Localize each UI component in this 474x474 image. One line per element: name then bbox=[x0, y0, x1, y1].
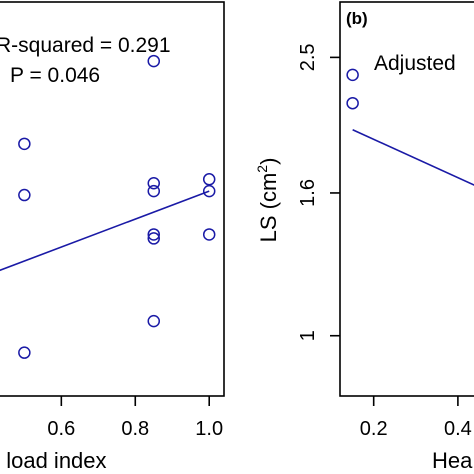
right-data-point bbox=[346, 68, 359, 82]
right-panel-label: (b) bbox=[346, 9, 368, 28]
left-annotation-p-value: P = 0.046 bbox=[10, 64, 100, 87]
svg-text:LS (cm2): LS (cm2) bbox=[254, 158, 281, 243]
left-x-axis-label: t load index bbox=[0, 448, 107, 473]
left-data-point bbox=[147, 232, 161, 245]
left-panel: 0.6 0.8 1.0 R-squared = 0.291 P = 0.046 t … bbox=[0, 1, 225, 473]
left-x-tick-label: 0.6 bbox=[47, 418, 75, 440]
right-y-axis-label-superscript: 2 bbox=[254, 165, 270, 173]
left-data-point bbox=[147, 54, 161, 68]
right-panel: 0.2 0.4 1 1.6 2.5 (b) Adjusted Hea LS (cm2) bbox=[254, 1, 474, 473]
left-data-point bbox=[147, 176, 161, 190]
right-x-tick-label: 0.2 bbox=[360, 418, 388, 440]
right-regression-line bbox=[352, 129, 474, 186]
right-y-axis-label-suffix: ) bbox=[256, 158, 281, 165]
left-data-point bbox=[202, 184, 216, 198]
right-x-axis-label: Hea bbox=[432, 448, 473, 473]
right-x-tick-label: 0.4 bbox=[444, 418, 472, 440]
left-regression-line bbox=[0, 190, 210, 272]
right-plot-frame bbox=[339, 1, 474, 397]
left-data-point bbox=[18, 188, 31, 202]
right-y-axis-label-main: LS (cm bbox=[256, 173, 281, 243]
right-y-tick-label: 1 bbox=[297, 330, 319, 341]
left-x-tick-label: 1.0 bbox=[195, 418, 223, 440]
right-annotation-adjusted: Adjusted bbox=[374, 52, 456, 75]
left-data-point bbox=[202, 228, 216, 241]
left-plot-frame bbox=[0, 1, 225, 397]
right-y-tick-label: 2.5 bbox=[297, 43, 319, 71]
left-data-point bbox=[18, 346, 31, 359]
right-y-tick-label: 1.6 bbox=[297, 179, 319, 207]
left-annotation-r-squared: R-squared = 0.291 bbox=[0, 34, 171, 57]
left-data-point bbox=[147, 314, 161, 328]
right-data-point bbox=[346, 96, 359, 110]
right-y-axis-label: LS (cm2) bbox=[254, 158, 281, 243]
left-data-point bbox=[147, 228, 161, 241]
left-data-point bbox=[147, 184, 161, 198]
left-data-point bbox=[202, 173, 216, 186]
left-x-tick-label: 0.8 bbox=[121, 418, 149, 440]
left-data-point bbox=[18, 137, 31, 151]
